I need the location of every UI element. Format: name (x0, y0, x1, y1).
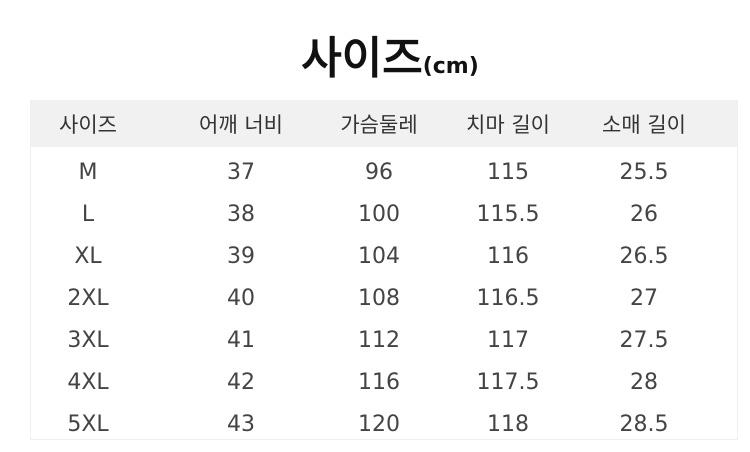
table-cell: 104 (358, 243, 400, 269)
table-cell: 28 (630, 369, 658, 395)
table-cell: 42 (227, 369, 255, 395)
table-cell: 41 (227, 327, 255, 353)
title-main: 사이즈 (301, 33, 423, 84)
table-cell: 115 (487, 159, 529, 185)
table-cell: 38 (227, 201, 255, 227)
table-cell: 96 (365, 159, 393, 185)
table-cell: 43 (227, 411, 255, 437)
title-unit: (cm) (422, 54, 479, 79)
table-cell: 117 (487, 327, 529, 353)
table-cell: M (78, 159, 98, 185)
table-row: 3XL 41 112 117 27.5 (31, 319, 737, 361)
page-title: 사이즈(cm) (0, 22, 750, 86)
table-cell: 112 (358, 327, 400, 353)
table-cell: 26 (630, 201, 658, 227)
table-cell: 120 (358, 411, 400, 437)
table-row: XL 39 104 116 26.5 (31, 235, 737, 277)
table-cell: 115.5 (476, 201, 540, 227)
column-header: 사이즈 (59, 113, 117, 137)
table-cell: 5XL (67, 411, 109, 437)
table-cell: 117.5 (476, 369, 540, 395)
column-header: 가슴둘레 (340, 113, 418, 137)
column-header: 치마 길이 (466, 113, 550, 137)
table-cell: 26.5 (619, 243, 669, 269)
table-cell: 27 (630, 285, 658, 311)
column-header: 소매 길이 (602, 113, 686, 137)
table-header-row: 사이즈 어깨 너비 가슴둘레 치마 길이 소매 길이 (31, 101, 737, 147)
table-row: L 38 100 115.5 26 (31, 193, 737, 235)
table-cell: 40 (227, 285, 255, 311)
column-header: 어깨 너비 (199, 113, 283, 137)
table-cell: 116 (358, 369, 400, 395)
table-row: 2XL 40 108 116.5 27 (31, 277, 737, 319)
table-cell: 39 (227, 243, 255, 269)
table-cell: 118 (487, 411, 529, 437)
table-row: M 37 96 115 25.5 (31, 151, 737, 193)
table-cell: 108 (358, 285, 400, 311)
table-cell: 4XL (67, 369, 109, 395)
table-cell: 27.5 (619, 327, 669, 353)
table-row: 5XL 43 120 118 28.5 (31, 403, 737, 445)
table-cell: 116 (487, 243, 529, 269)
table-cell: XL (74, 243, 102, 269)
table-cell: 116.5 (476, 285, 540, 311)
size-table: 사이즈 어깨 너비 가슴둘레 치마 길이 소매 길이 M 37 96 115 25.5 L 38 100… (30, 100, 738, 440)
table-cell: 37 (227, 159, 255, 185)
table-cell: 100 (358, 201, 400, 227)
table-cell: 25.5 (619, 159, 669, 185)
table-cell: 28.5 (619, 411, 669, 437)
table-cell: L (81, 201, 95, 227)
table-cell: 2XL (67, 285, 109, 311)
table-row: 4XL 42 116 117.5 28 (31, 361, 737, 403)
table-cell: 3XL (67, 327, 109, 353)
